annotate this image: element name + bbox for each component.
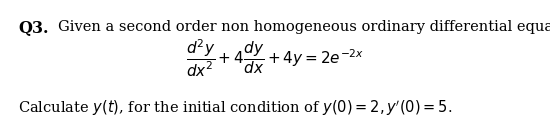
- Text: Given a second order non homogeneous ordinary differential equation: Given a second order non homogeneous ord…: [58, 20, 550, 34]
- Text: Calculate $y(t)$, for the initial condition of $y(0) = 2, y'(0) = 5$.: Calculate $y(t)$, for the initial condit…: [18, 98, 453, 118]
- Text: $\dfrac{d^2y}{dx^2} + 4\dfrac{dy}{dx} + 4y = 2e^{-2x}$: $\dfrac{d^2y}{dx^2} + 4\dfrac{dy}{dx} + …: [186, 37, 364, 79]
- Text: Q3.: Q3.: [18, 20, 48, 37]
